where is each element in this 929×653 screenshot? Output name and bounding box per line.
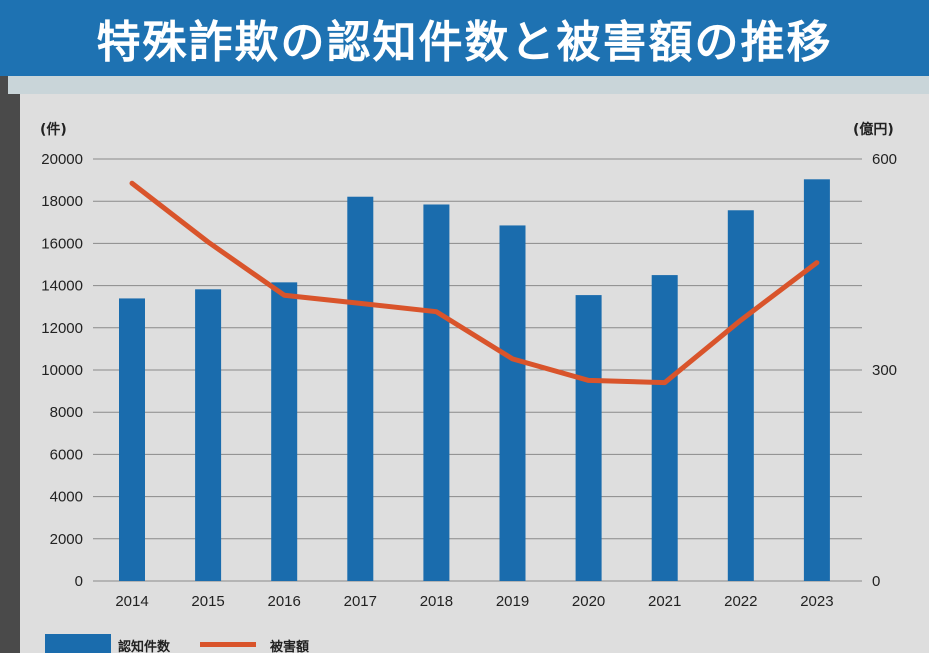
- left-tick-label: 16000: [41, 235, 83, 252]
- legend-line-swatch: [200, 642, 256, 647]
- legend-bar-label: 認知件数: [118, 639, 171, 653]
- bar-2014: [119, 298, 145, 581]
- bar-2023: [803, 179, 830, 581]
- left-tick-label: 20000: [41, 151, 83, 168]
- legend-line-label: 被害額: [269, 639, 309, 653]
- bar-2019: [499, 225, 526, 581]
- x-tick-label: 2023: [800, 593, 833, 610]
- x-tick-label: 2022: [724, 593, 757, 610]
- legend-bar-swatch: [45, 634, 111, 653]
- x-tick-label: 2014: [115, 593, 148, 610]
- left-tick-label: 4000: [50, 489, 83, 506]
- x-tick-label: 2015: [191, 593, 224, 610]
- right-tick-label: 300: [872, 362, 897, 379]
- left-tick-label: 6000: [50, 446, 83, 463]
- x-tick-label: 2021: [648, 593, 681, 610]
- damage-amount-line: [129, 180, 820, 386]
- bar-2020: [575, 295, 602, 581]
- header-divider-band: [8, 76, 929, 94]
- x-tick-label: 2017: [344, 593, 377, 610]
- chart-panel: [20, 94, 929, 653]
- left-tick-label: 2000: [50, 531, 83, 548]
- bar-2016: [271, 282, 298, 581]
- bar-2018: [423, 204, 450, 582]
- bar-2021: [651, 275, 678, 581]
- right-tick-label: 600: [872, 151, 897, 168]
- bar-2022: [727, 210, 754, 581]
- left-tick-label: 18000: [41, 193, 83, 210]
- bar-2015: [195, 289, 222, 581]
- left-tick-label: 14000: [41, 278, 83, 295]
- right-tick-label: 0: [872, 573, 880, 590]
- left-tick-label: 12000: [41, 320, 83, 337]
- title-bar: 特殊詐欺の認知件数と被害額の推移: [0, 0, 929, 76]
- left-tick-label: 0: [75, 573, 83, 590]
- x-tick-label: 2019: [496, 593, 529, 610]
- x-tick-label: 2018: [420, 593, 453, 610]
- x-tick-label: 2020: [572, 593, 605, 610]
- left-tick-label: 10000: [41, 362, 83, 379]
- left-tick-label: 8000: [50, 404, 83, 421]
- chart-title: 特殊詐欺の認知件数と被害額の推移: [96, 17, 833, 68]
- x-tick-label: 2016: [268, 593, 301, 610]
- bar-2017: [347, 196, 374, 581]
- right-axis-unit: (億円): [853, 121, 894, 138]
- left-axis-unit: (件): [40, 121, 67, 138]
